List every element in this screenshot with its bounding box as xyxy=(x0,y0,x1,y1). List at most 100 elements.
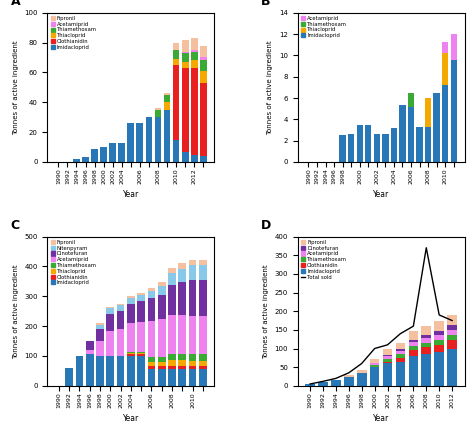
Bar xyxy=(173,139,180,162)
Bar xyxy=(127,296,135,298)
Bar xyxy=(164,93,171,95)
Bar xyxy=(434,321,444,332)
Bar xyxy=(168,315,176,354)
Legend: Fipronil, Dinotefuran, Acetamiprid, Thiamethoxam, Clothianidin, Imidacloprid, To: Fipronil, Dinotefuran, Acetamiprid, Thia… xyxy=(301,239,348,280)
Bar xyxy=(127,353,135,354)
Legend: Acetamiprid, Thiamethoxam, Thiacloprid, Imidacloprid: Acetamiprid, Thiamethoxam, Thiacloprid, … xyxy=(301,15,348,39)
Bar xyxy=(442,85,448,162)
Bar xyxy=(199,354,207,361)
Bar xyxy=(447,315,457,325)
Bar xyxy=(447,335,457,340)
Bar xyxy=(164,95,171,102)
Bar xyxy=(137,295,145,301)
Bar xyxy=(434,340,444,345)
Bar xyxy=(147,369,155,386)
Bar xyxy=(200,83,207,156)
Total sold xyxy=(320,379,326,384)
Bar xyxy=(173,65,180,139)
Bar xyxy=(191,52,198,61)
Bar xyxy=(158,287,165,296)
Bar xyxy=(409,332,418,340)
Bar xyxy=(200,58,207,61)
Bar xyxy=(383,356,392,359)
Total sold xyxy=(437,312,442,318)
Bar xyxy=(199,316,207,354)
Bar xyxy=(168,268,176,273)
Bar xyxy=(168,354,176,360)
Bar xyxy=(127,351,135,353)
Bar xyxy=(96,356,104,386)
Bar xyxy=(137,351,145,353)
Text: A: A xyxy=(11,0,20,8)
Bar xyxy=(155,108,161,110)
Bar xyxy=(86,341,93,350)
X-axis label: Year: Year xyxy=(123,413,139,423)
Bar xyxy=(137,301,145,322)
Bar xyxy=(348,134,355,162)
Legend: Fipronil, Nitenpyram, Dinotefuran, Acetamiprid, Thiamethoxam, Thiacloprid, Cloth: Fipronil, Nitenpyram, Dinotefuran, Aceta… xyxy=(50,239,98,286)
Bar xyxy=(100,147,107,162)
Total sold xyxy=(359,361,365,366)
Bar xyxy=(137,353,145,354)
Bar xyxy=(409,346,418,350)
Text: C: C xyxy=(11,219,20,232)
Bar xyxy=(75,356,83,386)
Bar xyxy=(178,360,186,366)
Bar xyxy=(168,285,176,315)
Bar xyxy=(199,259,207,265)
Bar xyxy=(396,351,405,354)
Bar xyxy=(117,305,124,311)
Bar xyxy=(383,362,392,363)
Bar xyxy=(396,358,405,362)
Bar xyxy=(173,42,180,50)
Bar xyxy=(447,340,457,349)
Bar xyxy=(178,269,186,282)
Y-axis label: Tonnes of active ingredient: Tonnes of active ingredient xyxy=(13,40,18,135)
Bar xyxy=(189,366,196,369)
Bar xyxy=(344,377,354,386)
Total sold xyxy=(307,382,313,387)
Bar xyxy=(409,340,418,342)
Bar xyxy=(425,127,431,162)
Bar xyxy=(434,345,444,352)
Bar xyxy=(191,38,198,50)
Bar xyxy=(168,369,176,386)
Bar xyxy=(450,34,457,60)
Bar xyxy=(155,117,161,162)
Bar xyxy=(357,370,366,373)
Bar xyxy=(416,127,423,162)
Bar xyxy=(434,332,444,335)
Bar xyxy=(158,366,165,369)
Bar xyxy=(86,350,93,354)
Bar xyxy=(127,354,135,356)
Bar xyxy=(370,365,380,367)
Bar xyxy=(191,50,198,52)
Bar xyxy=(425,98,431,127)
Bar xyxy=(127,304,135,323)
Bar xyxy=(421,343,431,347)
Bar xyxy=(409,350,418,356)
Bar xyxy=(339,135,346,162)
X-axis label: Year: Year xyxy=(373,413,389,423)
Bar xyxy=(199,361,207,366)
Bar xyxy=(189,265,196,280)
Bar xyxy=(447,330,457,335)
Bar xyxy=(370,359,380,363)
Bar xyxy=(147,366,155,369)
Bar xyxy=(199,369,207,386)
Bar xyxy=(106,356,114,386)
Total sold xyxy=(333,376,339,381)
Bar xyxy=(158,296,165,319)
Bar xyxy=(409,356,418,386)
Bar xyxy=(96,325,104,329)
Bar xyxy=(106,314,114,331)
Bar xyxy=(168,273,176,285)
Bar xyxy=(109,142,116,162)
Bar xyxy=(305,384,315,386)
Bar xyxy=(158,319,165,357)
Bar xyxy=(173,50,180,59)
Bar xyxy=(106,308,114,314)
Bar xyxy=(408,106,414,162)
Bar xyxy=(137,322,145,351)
Bar xyxy=(200,61,207,71)
